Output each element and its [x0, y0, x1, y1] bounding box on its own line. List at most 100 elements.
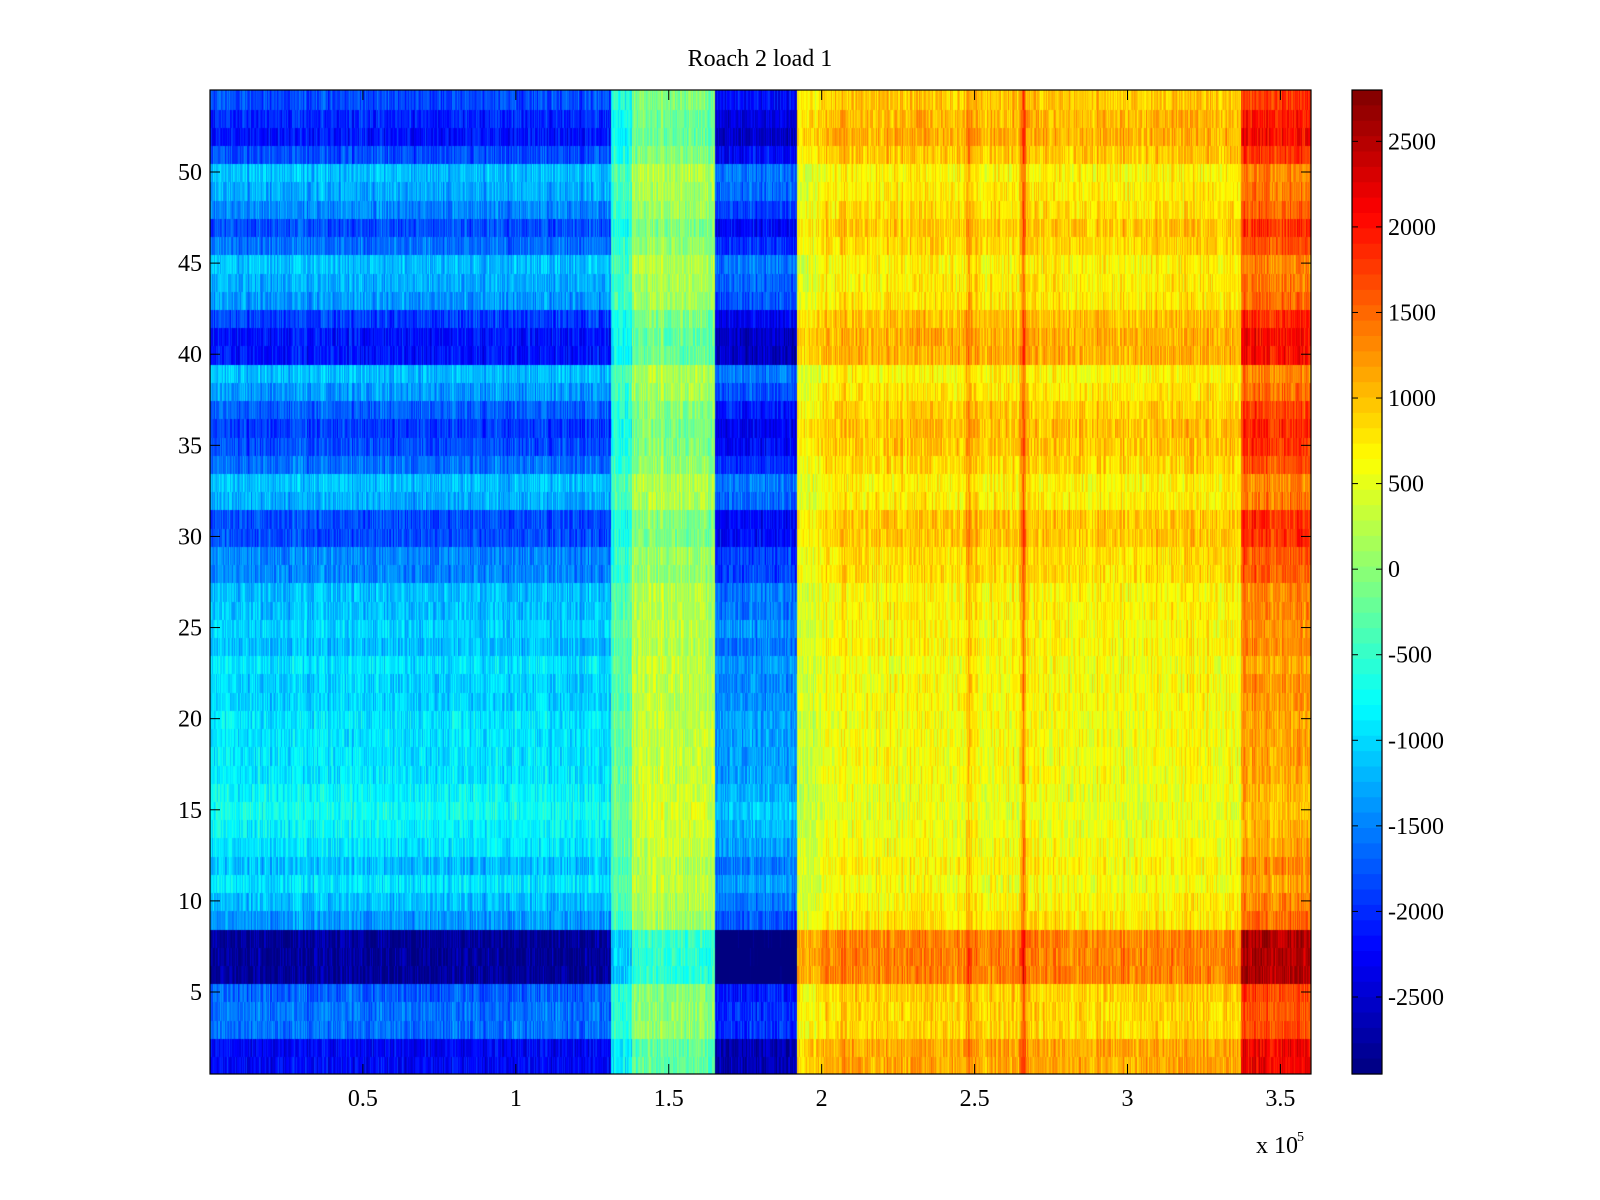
colorbar-segment [1352, 259, 1382, 276]
colorbar-segment [1352, 305, 1382, 322]
colorbar-segment [1352, 674, 1382, 691]
colorbar-segment [1352, 351, 1382, 368]
y-tick-label: 15 [178, 798, 202, 824]
colorbar-segment [1352, 428, 1382, 445]
colorbar-tick-label: -2000 [1388, 899, 1444, 925]
colorbar-segment [1352, 213, 1382, 229]
colorbar-segment [1352, 1043, 1382, 1060]
chart-title: Roach 2 load 1 [688, 46, 833, 72]
y-tick-label: 50 [178, 160, 202, 186]
colorbar-segment [1352, 151, 1382, 168]
x-tick-label: 1.5 [654, 1086, 684, 1112]
colorbar-segment [1352, 1012, 1382, 1029]
colorbar-segment [1352, 828, 1382, 844]
colorbar-tick-label: -500 [1388, 643, 1432, 669]
plot-frame [209, 89, 1312, 1075]
colorbar-tick-label: -1500 [1388, 814, 1444, 840]
x-tick-label: 2.5 [960, 1086, 990, 1112]
colorbar-segment [1352, 766, 1382, 783]
colorbar-segment [1352, 658, 1382, 675]
x-axis: 0.5 1 1.5 2 2.5 3 3.5 [348, 90, 1295, 1112]
colorbar-segment [1352, 751, 1382, 768]
colorbar-segment [1352, 566, 1382, 583]
colorbar-segment [1352, 981, 1382, 998]
colorbar-segment [1352, 612, 1382, 629]
y-tick-label: 45 [178, 251, 202, 277]
y-tick-label: 20 [178, 707, 202, 733]
colorbar-segment [1352, 289, 1382, 306]
colorbar-segment [1352, 228, 1382, 245]
colorbar-segment [1352, 412, 1382, 429]
colorbar-segment [1352, 643, 1382, 660]
colorbar-segment [1352, 366, 1382, 383]
colorbar-segment [1352, 105, 1382, 122]
y-tick-label: 40 [178, 342, 202, 368]
colorbar-segment [1352, 997, 1382, 1014]
colorbar-segment [1352, 1027, 1382, 1044]
colorbar-tick-label: 2500 [1388, 129, 1436, 155]
colorbar-segment [1352, 505, 1382, 522]
colorbar-segment [1352, 935, 1382, 952]
y-tick-label: 5 [190, 980, 202, 1006]
colorbar-tick-label: 1000 [1388, 386, 1436, 412]
colorbar-tick-label: 2000 [1388, 215, 1436, 241]
colorbar-tick-label: 1500 [1388, 300, 1436, 326]
colorbar-segment [1352, 243, 1382, 260]
colorbar-tick-label: 0 [1388, 557, 1400, 583]
colorbar-segment [1352, 197, 1382, 214]
colorbar-segment [1352, 628, 1382, 645]
colorbar-segment [1352, 951, 1382, 967]
heatmap-image [210, 90, 1311, 1074]
y-tick-label: 30 [178, 524, 202, 550]
colorbar-segment [1352, 966, 1382, 983]
colorbar-segment [1352, 274, 1382, 291]
colorbar-segment [1352, 520, 1382, 537]
colorbar-segment [1352, 889, 1382, 906]
colorbar-segment [1352, 720, 1382, 737]
colorbar-segment [1352, 535, 1382, 552]
colorbar-segment [1352, 858, 1382, 875]
colorbar-segment [1352, 182, 1382, 199]
colorbar-segment [1352, 459, 1382, 475]
colorbar-segment [1352, 336, 1382, 352]
colorbar-segment [1352, 90, 1382, 106]
x-multiplier-base: x 10 [1256, 1133, 1298, 1159]
colorbar-frame [1351, 89, 1383, 1075]
colorbar-segment [1352, 136, 1382, 153]
colorbar-segment [1352, 474, 1382, 491]
x-multiplier-exponent: 5 [1297, 1130, 1304, 1145]
colorbar-segment [1352, 382, 1382, 399]
colorbar-segment [1352, 582, 1382, 598]
colorbar-tick-label: -2500 [1388, 985, 1444, 1011]
colorbar-segment [1352, 166, 1382, 183]
x-tick-label: 2 [816, 1086, 828, 1112]
y-tick-label: 10 [178, 889, 202, 915]
colorbar-segment [1352, 781, 1382, 798]
colorbar-segment [1352, 1058, 1382, 1075]
colorbar-segment [1352, 320, 1382, 337]
colorbar-segment [1352, 904, 1382, 921]
colorbar-segment [1352, 705, 1382, 721]
colorbar-segment [1352, 689, 1382, 706]
colorbar-segment [1352, 874, 1382, 891]
colorbar-segment [1352, 812, 1382, 829]
y-tick-label: 35 [178, 433, 202, 459]
y-tick-label: 25 [178, 616, 202, 642]
colorbar-segment [1352, 397, 1382, 414]
colorbar: 2500 2000 1500 1000 500 0 -500 -1000 -1500 -2000 -… [1351, 89, 1444, 1075]
colorbar-segment [1352, 920, 1382, 937]
colorbar-tick-label: 500 [1388, 472, 1424, 498]
colorbar-segment [1352, 489, 1382, 506]
colorbar-tick-label: -1000 [1388, 728, 1444, 754]
colorbar-segment [1352, 597, 1382, 614]
x-tick-label: 0.5 [348, 1086, 378, 1112]
x-tick-label: 3.5 [1265, 1086, 1295, 1112]
x-tick-label: 3 [1122, 1086, 1134, 1112]
x-tick-label: 1 [510, 1086, 522, 1112]
colorbar-segment [1352, 843, 1382, 860]
colorbar-segment [1352, 735, 1382, 752]
colorbar-segment [1352, 797, 1382, 814]
colorbar-segment [1352, 551, 1382, 568]
